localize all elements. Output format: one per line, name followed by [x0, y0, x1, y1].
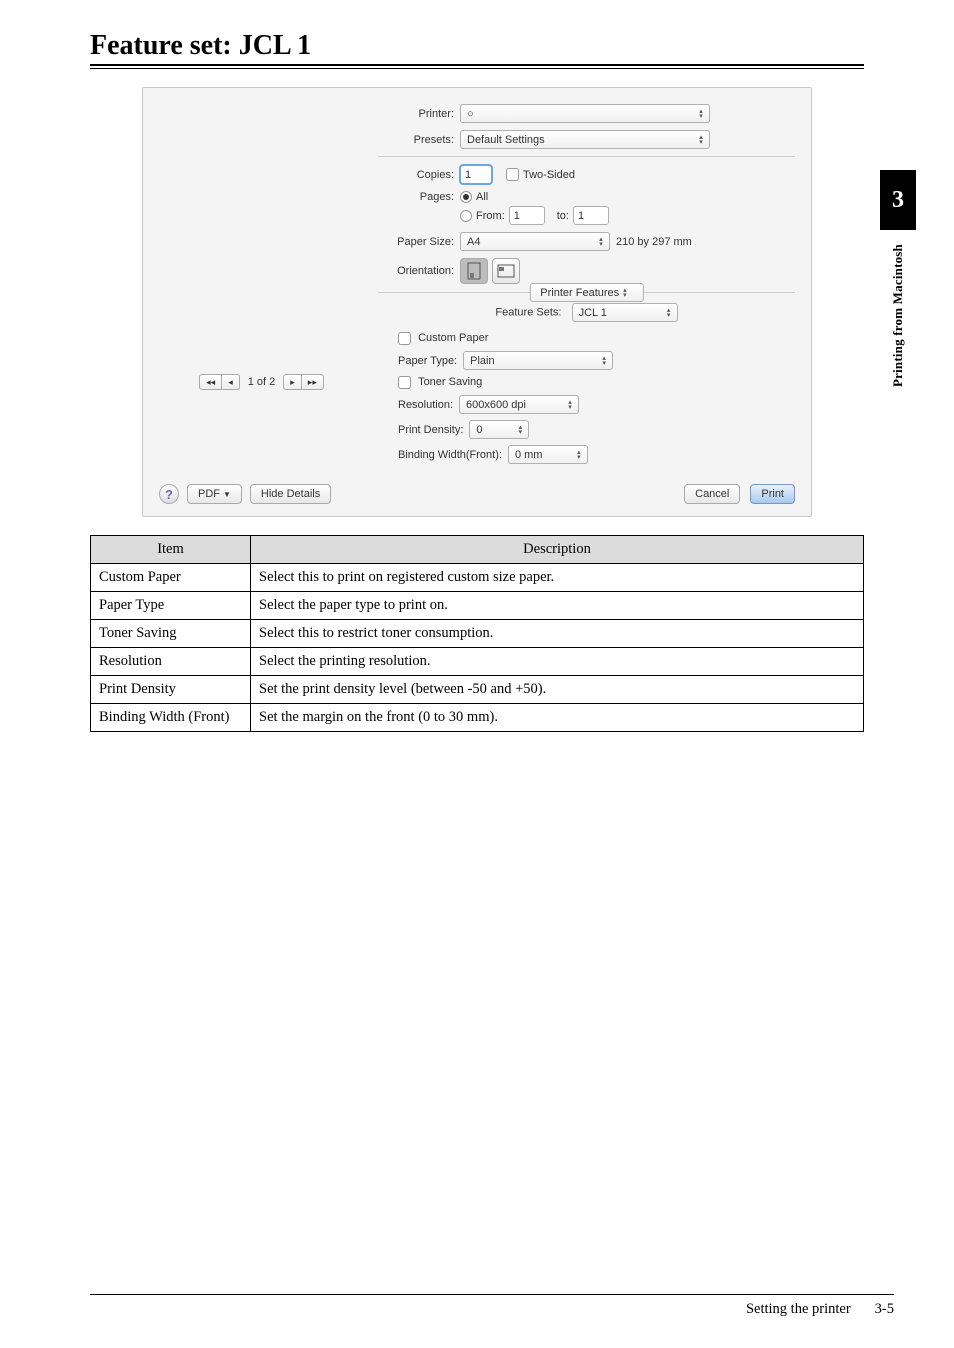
nav-prev-button[interactable]: ◂	[222, 374, 240, 390]
footer-page: 3-5	[875, 1301, 894, 1318]
orientation-landscape-button[interactable]	[492, 258, 520, 284]
presets-label: Presets:	[378, 134, 454, 146]
printer-label: Printer:	[378, 108, 454, 120]
toner-saving-checkbox[interactable]	[398, 376, 411, 389]
nav-counter: 1 of 2	[248, 376, 276, 388]
printer-select[interactable]: ○ ▴▾	[460, 104, 710, 123]
print-density-select[interactable]: 0 ▴▾	[469, 420, 529, 439]
pages-from-input[interactable]: 1	[509, 206, 545, 225]
feature-sets-select[interactable]: JCL 1 ▴▾	[572, 303, 678, 322]
chapter-number: 3	[880, 170, 916, 230]
orientation-portrait-button[interactable]	[460, 258, 488, 284]
pages-to-label: to:	[557, 210, 569, 222]
cancel-button[interactable]: Cancel	[684, 484, 740, 504]
pages-all-label: All	[476, 191, 488, 203]
resolution-label: Resolution:	[398, 399, 453, 411]
copies-input[interactable]: 1	[460, 165, 492, 184]
copies-label: Copies:	[378, 169, 454, 181]
toner-saving-label: Toner Saving	[418, 376, 482, 388]
table-header-item: Item	[91, 536, 251, 564]
pages-from-label: From:	[476, 210, 505, 222]
landscape-icon	[497, 263, 515, 279]
table-header-desc: Description	[251, 536, 864, 564]
pages-label: Pages:	[378, 191, 454, 203]
nav-first-button[interactable]: ◂◂	[199, 374, 222, 390]
printer-features-select[interactable]: Printer Features ▴▾	[529, 283, 643, 302]
pages-range-radio[interactable]	[460, 210, 472, 222]
nav-next-button[interactable]: ▸	[283, 374, 302, 390]
custom-paper-checkbox[interactable]	[398, 332, 411, 345]
nav-last-button[interactable]: ▸▸	[302, 374, 324, 390]
table-row: Print DensitySet the print density level…	[91, 676, 864, 704]
table-row: Custom PaperSelect this to print on regi…	[91, 564, 864, 592]
paper-dimensions: 210 by 297 mm	[616, 236, 692, 248]
paper-size-label: Paper Size:	[378, 236, 454, 248]
orientation-label: Orientation:	[378, 265, 454, 277]
print-density-label: Print Density:	[398, 424, 463, 436]
table-row: ResolutionSelect the printing resolution…	[91, 648, 864, 676]
chapter-label: Printing from Macintosh	[890, 244, 906, 387]
side-tab: 3 Printing from Macintosh	[880, 170, 916, 387]
portrait-icon	[466, 262, 482, 280]
paper-type-select[interactable]: Plain ▴▾	[463, 351, 613, 370]
paper-size-select[interactable]: A4 ▴▾	[460, 232, 610, 251]
feature-sets-label: Feature Sets:	[495, 307, 561, 319]
two-sided-checkbox[interactable]	[506, 168, 519, 181]
binding-width-label: Binding Width(Front):	[398, 449, 502, 461]
hide-details-button[interactable]: Hide Details	[250, 484, 331, 504]
footer-section: Setting the printer	[746, 1301, 851, 1318]
print-dialog: ◂◂ ◂ 1 of 2 ▸ ▸▸ Printer: ○ ▴▾	[142, 87, 812, 517]
presets-select[interactable]: Default Settings ▴▾	[460, 130, 710, 149]
pages-to-input[interactable]: 1	[573, 206, 609, 225]
two-sided-label: Two-Sided	[523, 169, 575, 181]
pages-all-radio[interactable]	[460, 191, 472, 203]
table-row: Paper TypeSelect the paper type to print…	[91, 592, 864, 620]
table-row: Binding Width (Front)Set the margin on t…	[91, 704, 864, 732]
pdf-dropdown-button[interactable]: PDF▼	[187, 484, 242, 504]
custom-paper-label: Custom Paper	[418, 332, 488, 344]
binding-width-select[interactable]: 0 mm ▴▾	[508, 445, 588, 464]
table-row: Toner SavingSelect this to restrict tone…	[91, 620, 864, 648]
help-button[interactable]: ?	[159, 484, 179, 504]
page-title: Feature set: JCL 1	[90, 30, 864, 62]
paper-type-label: Paper Type:	[398, 355, 457, 367]
description-table: Item Description Custom PaperSelect this…	[90, 535, 864, 732]
print-button[interactable]: Print	[750, 484, 795, 504]
resolution-select[interactable]: 600x600 dpi ▴▾	[459, 395, 579, 414]
